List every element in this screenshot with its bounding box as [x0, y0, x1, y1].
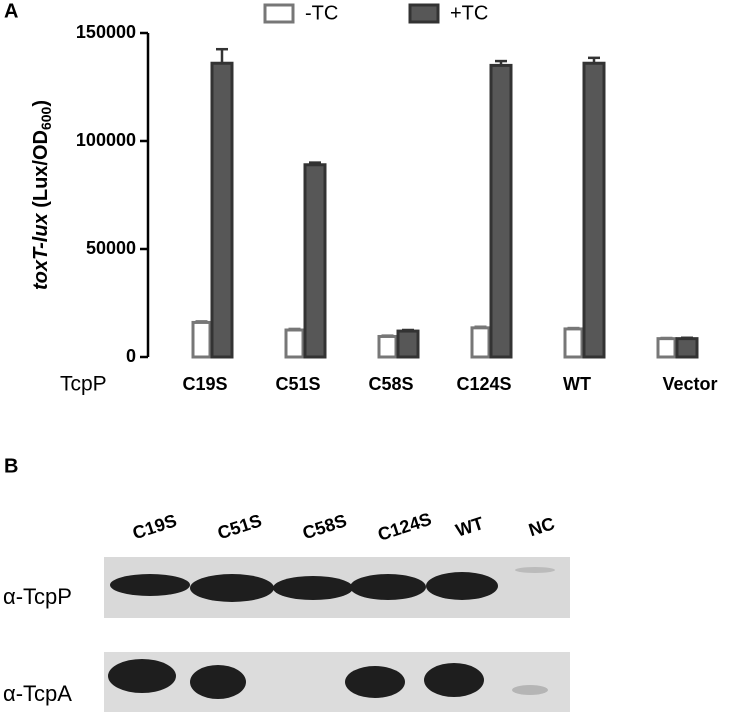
bar [656, 337, 677, 359]
x-tick-label: Vector [662, 374, 717, 394]
panel-label: B [4, 455, 18, 477]
lane-label: C124S [375, 509, 434, 545]
row-label: α-TcpP [3, 584, 72, 609]
band [190, 574, 274, 602]
x-tick-label: C51S [275, 374, 320, 394]
bands [108, 567, 555, 699]
y-label-part: 600 [38, 106, 54, 130]
band [108, 659, 176, 693]
bar [210, 61, 234, 359]
y-axis-label: toxT-lux (Lux/OD600) [30, 100, 53, 290]
band [515, 567, 555, 573]
bar [563, 327, 584, 359]
band [424, 663, 484, 697]
legend-swatch [263, 3, 295, 24]
band [426, 572, 498, 600]
y-label-part: ) [30, 100, 52, 107]
y-label-part: (Lux/OD [30, 130, 52, 213]
lane-label: C19S [130, 510, 179, 543]
panel-label: A [4, 0, 18, 22]
x-tick-label: C124S [456, 374, 511, 394]
band [110, 574, 190, 596]
x-tick-label: C19S [182, 374, 227, 394]
band [345, 666, 405, 698]
y-tick-label: 0 [126, 346, 136, 366]
legend-swatch [408, 3, 440, 24]
bar [191, 320, 212, 359]
bar [470, 326, 491, 359]
band [512, 685, 548, 695]
bar [582, 61, 606, 359]
band [350, 574, 426, 600]
x-axis-label: TcpP [60, 373, 107, 396]
y-tick-label: 50000 [86, 238, 136, 258]
y-tick-label: 150000 [76, 22, 136, 42]
bar [303, 163, 327, 359]
bar [377, 334, 398, 359]
blot-membrane [104, 652, 570, 712]
y-tick-label: 100000 [76, 130, 136, 150]
bar [396, 329, 420, 359]
lane-label: C58S [300, 510, 349, 543]
x-tick-label: C58S [368, 374, 413, 394]
legend-label: +TC [450, 2, 488, 24]
bar [284, 328, 305, 359]
bar [489, 63, 513, 359]
band [273, 576, 353, 600]
bar [675, 337, 699, 359]
lane-label: WT [453, 513, 486, 541]
x-tick-label: WT [563, 374, 591, 394]
row-label: α-TcpA [3, 681, 72, 706]
y-label-part: toxT-lux [30, 212, 52, 290]
lane-label: NC [526, 513, 557, 540]
legend-label: -TC [305, 2, 338, 24]
lane-label: C51S [215, 510, 264, 543]
band [190, 665, 246, 699]
